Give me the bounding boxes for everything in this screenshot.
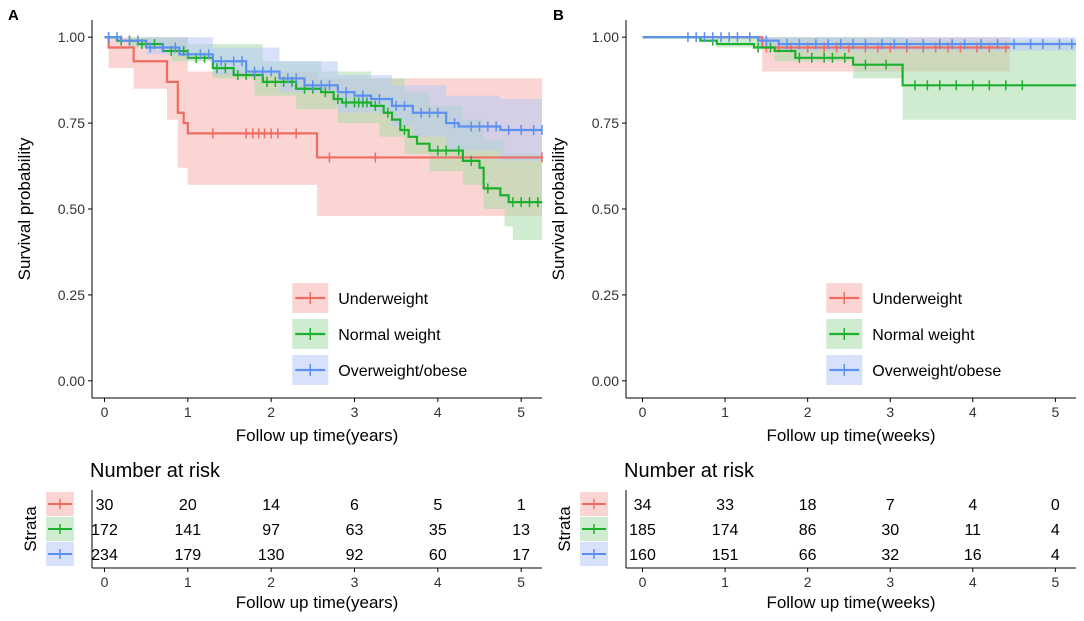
y-tick-label: 0.25 [592,287,619,303]
risk-count: 18 [799,497,817,514]
x-tick-label: 4 [434,404,442,420]
risk-count: 35 [429,522,447,539]
risk-table-title: Number at risk [90,460,221,482]
risk-x-axis-label: Follow up time(weeks) [766,593,935,612]
y-tick-label: 0.00 [58,373,85,389]
x-tick-label: 1 [184,404,192,420]
risk-count: 32 [881,547,899,564]
risk-count: 160 [629,547,656,564]
ci-band-1 [642,37,1076,120]
risk-count: 20 [179,497,197,514]
legend-label-1: Normal weight [872,327,975,344]
risk-count: 34 [634,497,652,514]
y-axis-label: Survival probability [549,137,568,280]
risk-x-tick-label: 0 [639,574,647,590]
x-tick-label: 0 [101,404,109,420]
y-tick-label: 0.50 [592,201,619,217]
risk-x-tick-label: 2 [267,574,275,590]
risk-count: 33 [716,497,734,514]
legend-label-2: Overweight/obese [338,363,467,380]
risk-count: 17 [512,547,530,564]
risk-x-tick-label: 3 [886,574,894,590]
survival-curve-1 [642,36,1076,87]
risk-y-axis-label: Strata [21,506,40,552]
risk-count: 1 [517,497,526,514]
risk-count: 6 [350,497,359,514]
risk-x-tick-label: 1 [184,574,192,590]
y-tick-label: 0.75 [58,115,85,131]
x-axis-label: Follow up time(years) [236,426,399,445]
risk-count: 172 [91,522,118,539]
x-tick-label: 5 [1051,404,1059,420]
x-tick-label: 3 [886,404,894,420]
risk-count: 63 [346,522,364,539]
y-tick-label: 1.00 [58,29,85,45]
risk-count: 5 [433,497,442,514]
x-tick-label: 0 [639,404,647,420]
survival-curve-2 [104,36,542,132]
risk-count: 4 [1051,522,1060,539]
risk-table-title: Number at risk [624,460,755,482]
risk-x-tick-label: 4 [969,574,977,590]
risk-count: 151 [712,547,739,564]
risk-count: 11 [964,522,981,539]
y-tick-label: 0.00 [592,373,619,389]
y-tick-label: 0.50 [58,201,85,217]
x-tick-label: 1 [721,404,729,420]
x-tick-label: 5 [517,404,525,420]
risk-count: 179 [174,547,201,564]
risk-count: 4 [968,497,977,514]
legend-label-1: Normal weight [338,327,441,344]
risk-count: 60 [429,547,447,564]
panel-label: A [8,7,19,24]
risk-count: 174 [712,522,739,539]
risk-count: 97 [262,522,280,539]
risk-count: 16 [964,547,982,564]
risk-x-tick-label: 3 [351,574,359,590]
ci-band-0 [104,37,542,216]
risk-x-axis-label: Follow up time(years) [236,593,399,612]
risk-count: 234 [91,547,118,564]
legend-label-2: Overweight/obese [872,363,1001,380]
risk-x-tick-label: 0 [101,574,109,590]
x-axis-label: Follow up time(weeks) [766,426,935,445]
risk-count: 13 [512,522,530,539]
x-tick-label: 4 [969,404,977,420]
risk-count: 130 [258,547,285,564]
risk-x-tick-label: 5 [1051,574,1059,590]
risk-count: 7 [886,497,895,514]
risk-y-axis-label: Strata [555,506,574,552]
risk-count: 92 [346,547,364,564]
risk-count: 4 [1051,547,1060,564]
risk-count: 30 [881,522,899,539]
x-tick-label: 2 [267,404,275,420]
risk-x-tick-label: 2 [804,574,812,590]
legend-label-0: Underweight [872,291,962,308]
risk-count: 0 [1051,497,1060,514]
y-axis-label: Survival probability [15,137,34,280]
risk-count: 66 [799,547,817,564]
risk-x-tick-label: 1 [721,574,729,590]
y-tick-label: 0.25 [58,287,85,303]
risk-count: 185 [629,522,656,539]
risk-count: 14 [262,497,280,514]
legend-label-0: Underweight [338,291,428,308]
y-tick-label: 1.00 [592,29,619,45]
risk-count: 30 [96,497,114,514]
panel-label: B [553,7,564,24]
x-tick-label: 3 [351,404,359,420]
y-tick-label: 0.75 [592,115,619,131]
risk-x-tick-label: 4 [434,574,442,590]
risk-x-tick-label: 5 [517,574,525,590]
risk-count: 141 [174,522,201,539]
x-tick-label: 2 [804,404,812,420]
risk-count: 86 [799,522,817,539]
